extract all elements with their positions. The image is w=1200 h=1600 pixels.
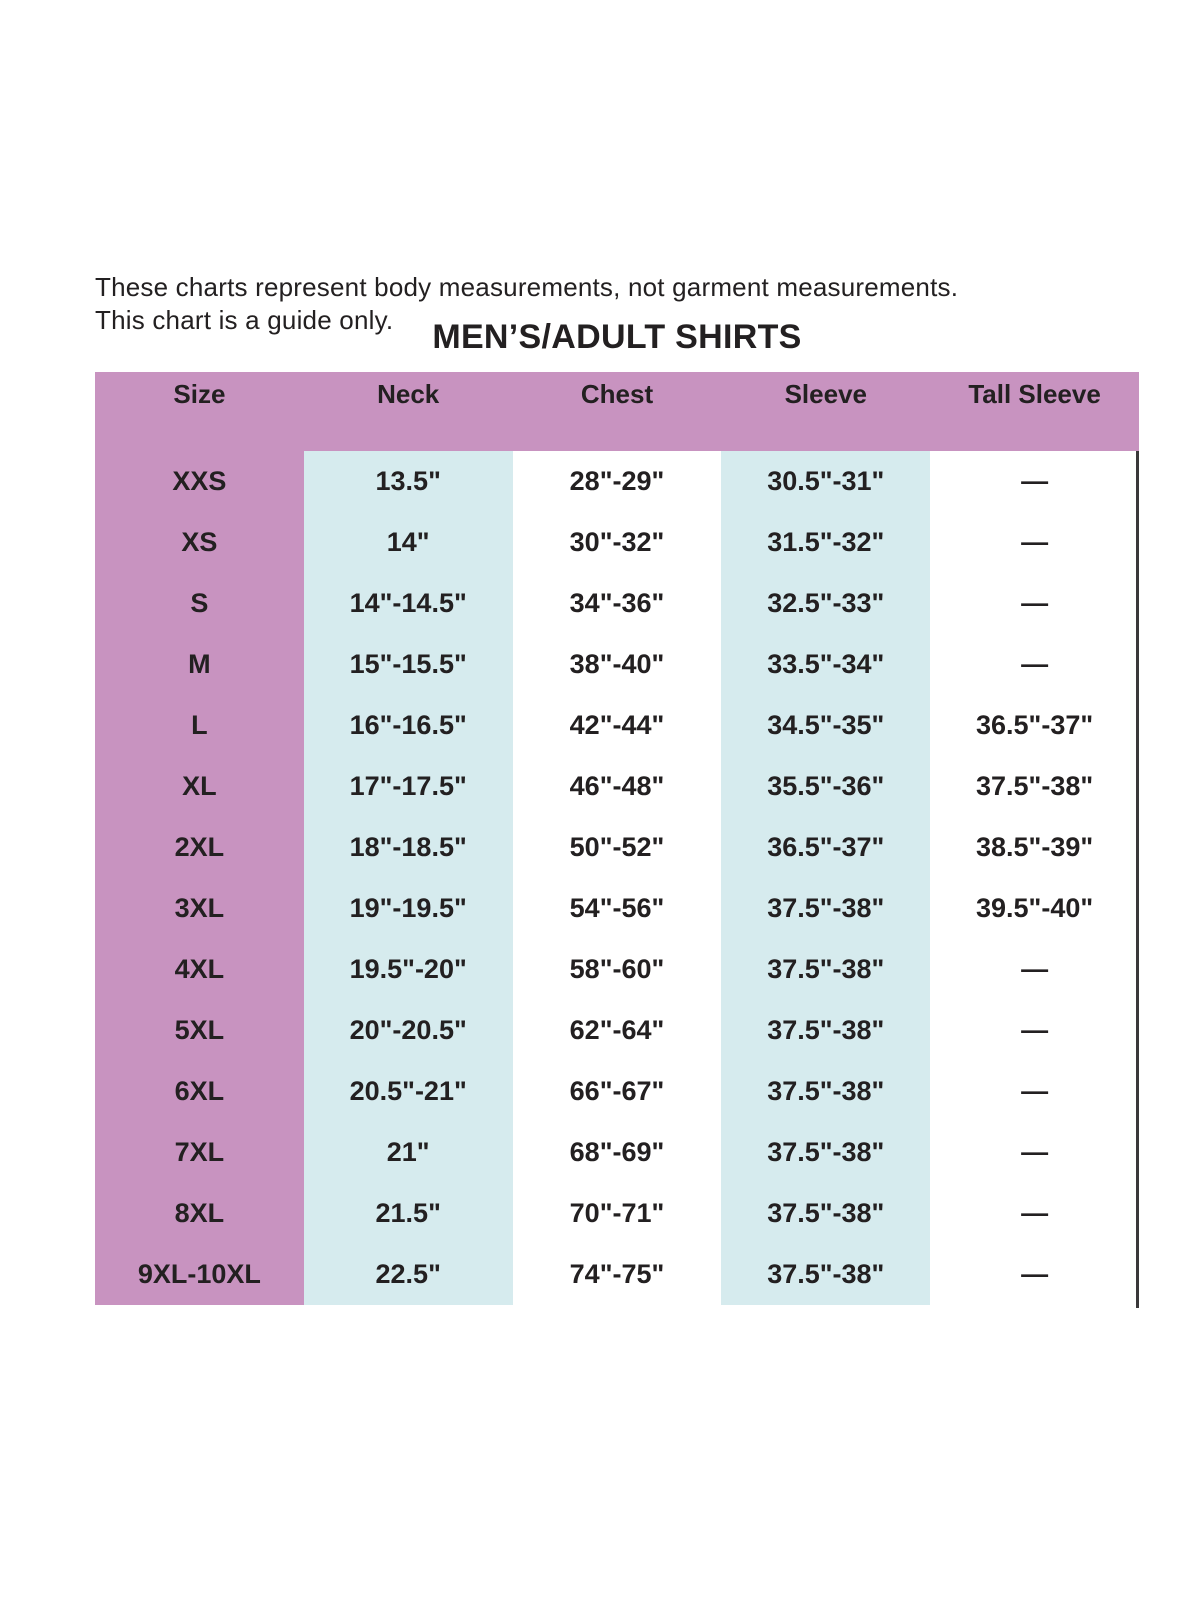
table-body: XXS XS S M L XL 2XL 3XL 4XL 5XL 6XL 7XL 8XL 9XL-10XL 1… — [95, 451, 1139, 1305]
cell-7xl-neck: 21" — [386, 1137, 430, 1167]
size-label-3xl: 3XL — [174, 893, 225, 923]
cell-s-chest: 34"-36" — [569, 588, 665, 618]
size-label-9xl-10xl: 9XL-10XL — [137, 1259, 261, 1289]
size-label-4xl: 4XL — [174, 954, 225, 984]
cell-s-sleeve: 32.5"-33" — [767, 588, 885, 618]
cell-9xl-10xl-chest: 74"-75" — [569, 1259, 665, 1289]
cell-9xl-10xl-tall-sleeve: — — [1021, 1259, 1049, 1289]
cell-xxs-tall-sleeve: — — [1021, 466, 1049, 496]
table-header-row: Size Neck Chest Sleeve Tall Sleeve — [95, 372, 1139, 451]
cell-8xl-sleeve: 37.5"-38" — [767, 1198, 885, 1228]
cell-5xl-chest: 62"-64" — [569, 1015, 665, 1045]
cell-l-neck: 16"-16.5" — [349, 710, 467, 740]
table-column-size: XXS XS S M L XL 2XL 3XL 4XL 5XL 6XL 7XL 8XL 9XL-10XL — [95, 451, 304, 1305]
cell-5xl-sleeve: 37.5"-38" — [767, 1015, 885, 1045]
cell-xxs-neck: 13.5" — [375, 466, 441, 496]
mens-adult-shirts-table: Size Neck Chest Sleeve Tall Sleeve XXS XS S M L X… — [95, 372, 1139, 1308]
size-label-l: L — [191, 710, 208, 740]
cell-5xl-neck: 20"-20.5" — [349, 1015, 467, 1045]
cell-s-tall-sleeve: — — [1021, 588, 1049, 618]
cell-7xl-sleeve: 37.5"-38" — [767, 1137, 885, 1167]
column-header-neck: Neck — [377, 379, 440, 409]
cell-3xl-sleeve: 37.5"-38" — [767, 893, 885, 923]
column-header-chest: Chest — [580, 379, 654, 409]
cell-xl-sleeve: 35.5"-36" — [767, 771, 885, 801]
cell-l-tall-sleeve: 36.5"-37" — [975, 710, 1094, 740]
cell-xl-tall-sleeve: 37.5"-38" — [975, 771, 1094, 801]
size-label-2xl: 2XL — [174, 832, 225, 862]
cell-6xl-chest: 66"-67" — [569, 1076, 665, 1106]
cell-xs-chest: 30"-32" — [569, 527, 665, 557]
size-label-s: S — [190, 588, 209, 618]
cell-7xl-tall-sleeve: — — [1021, 1137, 1049, 1167]
cell-l-sleeve: 34.5"-35" — [767, 710, 885, 740]
cell-7xl-chest: 68"-69" — [569, 1137, 665, 1167]
cell-l-chest: 42"-44" — [569, 710, 665, 740]
cell-xl-neck: 17"-17.5" — [349, 771, 467, 801]
cell-4xl-neck: 19.5"-20" — [349, 954, 467, 984]
column-header-sleeve: Sleeve — [784, 379, 867, 409]
cell-3xl-chest: 54"-56" — [569, 893, 665, 923]
cell-4xl-tall-sleeve: — — [1021, 954, 1049, 984]
cell-5xl-tall-sleeve: — — [1021, 1015, 1049, 1045]
size-label-6xl: 6XL — [174, 1076, 225, 1106]
measurement-note-line2: This chart is a guide only. — [95, 305, 394, 335]
table-right-border — [1136, 451, 1139, 1308]
page-title: MEN’S/ADULT SHIRTS — [432, 318, 802, 356]
cell-6xl-neck: 20.5"-21" — [349, 1076, 467, 1106]
cell-6xl-tall-sleeve: — — [1021, 1076, 1049, 1106]
cell-3xl-tall-sleeve: 39.5"-40" — [975, 893, 1094, 923]
cell-2xl-tall-sleeve: 38.5"-39" — [975, 832, 1094, 862]
cell-9xl-10xl-sleeve: 37.5"-38" — [767, 1259, 885, 1289]
cell-xs-sleeve: 31.5"-32" — [767, 527, 885, 557]
cell-8xl-neck: 21.5" — [375, 1198, 441, 1228]
size-label-xxs: XXS — [172, 466, 227, 496]
cell-2xl-neck: 18"-18.5" — [349, 832, 467, 862]
cell-3xl-neck: 19"-19.5" — [349, 893, 467, 923]
cell-xs-neck: 14" — [386, 527, 430, 557]
cell-9xl-10xl-neck: 22.5" — [375, 1259, 441, 1289]
cell-8xl-chest: 70"-71" — [569, 1198, 665, 1228]
column-header-size: Size — [173, 379, 226, 409]
table-column-sleeve: 30.5"-31" 31.5"-32" 32.5"-33" 33.5"-34" 34.5… — [721, 451, 931, 1305]
cell-4xl-sleeve: 37.5"-38" — [767, 954, 885, 984]
cell-xxs-chest: 28"-29" — [569, 466, 665, 496]
cell-s-neck: 14"-14.5" — [349, 588, 467, 618]
size-label-5xl: 5XL — [174, 1015, 225, 1045]
size-label-xs: XS — [181, 527, 218, 557]
column-header-tall-sleeve: Tall Sleeve — [968, 379, 1101, 409]
size-label-7xl: 7XL — [174, 1137, 225, 1167]
cell-xl-chest: 46"-48" — [569, 771, 665, 801]
cell-m-tall-sleeve: — — [1021, 649, 1049, 679]
cell-8xl-tall-sleeve: — — [1021, 1198, 1049, 1228]
cell-m-neck: 15"-15.5" — [349, 649, 467, 679]
table-column-neck: 13.5" 14" 14"-14.5" 15"-15.5" 16"-16.5" 17"-1… — [303, 451, 513, 1305]
cell-xs-tall-sleeve: — — [1021, 527, 1049, 557]
size-label-xl: XL — [182, 771, 217, 801]
cell-2xl-sleeve: 36.5"-37" — [767, 832, 885, 862]
table-column-tall-sleeve: — — — — 36.5"-37" 37.5"-38" 38.5"-39" 39.5"-40"… — [930, 451, 1139, 1305]
measurement-note: These charts represent body measurements… — [95, 271, 958, 337]
cell-m-chest: 38"-40" — [569, 649, 665, 679]
cell-m-sleeve: 33.5"-34" — [767, 649, 885, 679]
measurement-note-line1: These charts represent body measurements… — [95, 272, 959, 302]
cell-4xl-chest: 58"-60" — [569, 954, 665, 984]
size-label-8xl: 8XL — [174, 1198, 225, 1228]
size-label-m: M — [188, 649, 211, 679]
table-column-chest: 28"-29" 30"-32" 34"-36" 38"-40" 42"-44" 46"-4… — [512, 451, 722, 1305]
cell-2xl-chest: 50"-52" — [569, 832, 665, 862]
cell-xxs-sleeve: 30.5"-31" — [767, 466, 885, 496]
cell-6xl-sleeve: 37.5"-38" — [767, 1076, 885, 1106]
